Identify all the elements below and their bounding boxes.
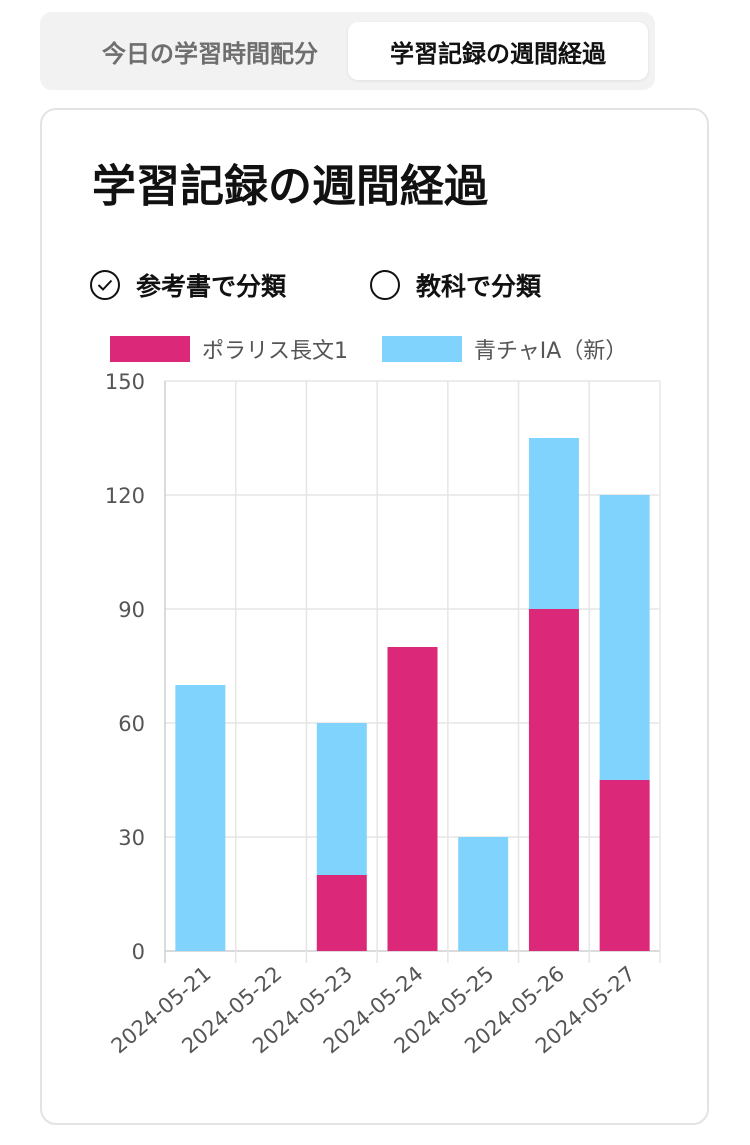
card-title: 学習記録の週間経過 [92,161,488,212]
legend-item-series-1[interactable]: ポラリス長文1 [110,334,348,364]
legend-swatch-series-1 [110,336,190,362]
filter-by-book-radio[interactable]: 参考書で分類 [90,266,286,304]
empty-circle-icon [370,270,400,300]
tab-daily-distribution[interactable]: 今日の学習時間配分 [102,39,318,68]
check-circle-icon [90,270,120,300]
legend-label-series-1: ポラリス長文1 [202,339,348,364]
legend-swatch-series-2 [382,336,462,362]
tab-bar: 今日の学習時間配分 学習記録の週間経過 [40,12,655,90]
legend-item-series-2[interactable]: 青チャIA（新） [382,334,627,364]
filter-by-book-label: 参考書で分類 [136,272,287,301]
chart-card [40,108,709,1125]
tab-weekly-progress[interactable]: 学習記録の週間経過 [348,22,648,80]
filter-by-subject-radio[interactable]: 教科で分類 [370,266,541,304]
legend-label-series-2: 青チャIA（新） [474,339,628,364]
filter-by-subject-label: 教科で分類 [416,272,542,301]
